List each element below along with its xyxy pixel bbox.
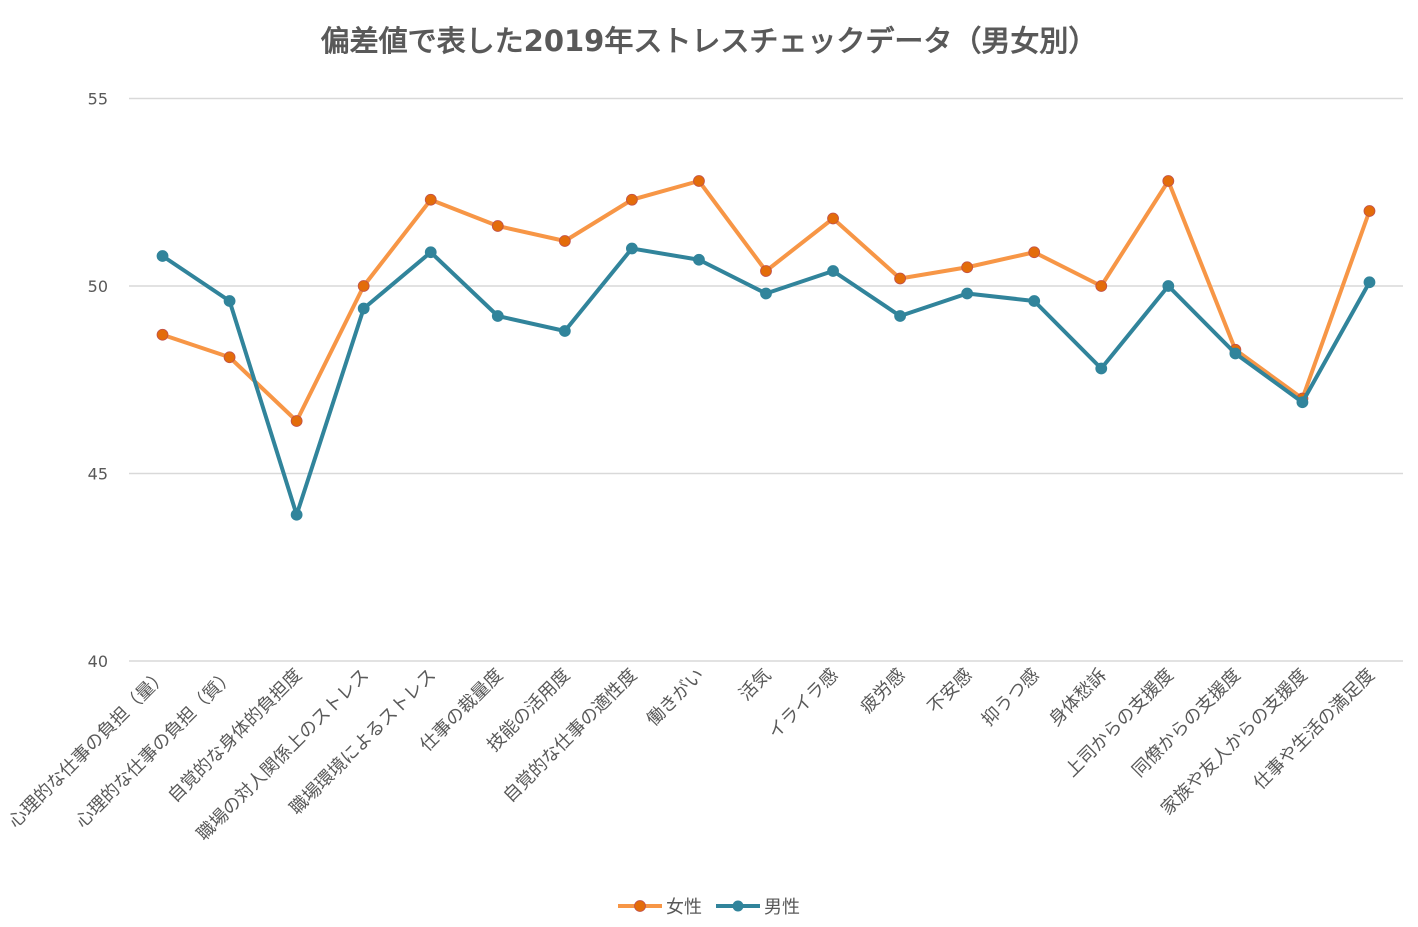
data-point[interactable]: [156, 250, 169, 262]
x-category-label: 活気: [735, 665, 775, 705]
data-point[interactable]: [223, 295, 236, 307]
data-point[interactable]: [491, 220, 504, 232]
legend-label-male: 男性: [764, 897, 800, 918]
data-point[interactable]: [223, 351, 236, 364]
y-tick-label: 55: [88, 90, 108, 109]
x-category-label: 抑うつ感: [978, 665, 1044, 731]
data-point[interactable]: [290, 415, 303, 427]
data-point[interactable]: [558, 235, 571, 247]
y-tick-label: 40: [88, 652, 108, 671]
legend: 女性 男性: [0, 893, 1418, 919]
data-point[interactable]: [1296, 396, 1309, 409]
x-category-label: 働きがい: [643, 665, 709, 731]
data-point[interactable]: [961, 287, 974, 300]
data-point[interactable]: [961, 261, 974, 274]
data-point[interactable]: [693, 175, 705, 187]
legend-item-female[interactable]: 女性: [618, 893, 702, 919]
data-point[interactable]: [156, 328, 169, 341]
x-category-label: 自覚的な仕事の適性度: [499, 665, 641, 807]
data-point[interactable]: [1162, 175, 1175, 187]
data-point[interactable]: [558, 325, 571, 337]
x-category-label: 自覚的な身体的負担度: [164, 665, 306, 807]
series-lines: [156, 175, 1376, 521]
data-point[interactable]: [424, 193, 437, 206]
data-point[interactable]: [1095, 362, 1108, 375]
y-axis-ticks: 40 45 50 55: [88, 90, 108, 672]
data-point[interactable]: [1363, 205, 1376, 217]
legend-marker-male: [716, 900, 760, 912]
data-point[interactable]: [1162, 280, 1175, 292]
x-category-label: 疲労感: [857, 665, 910, 718]
data-point[interactable]: [894, 272, 907, 285]
legend-item-male[interactable]: 男性: [716, 893, 800, 919]
series-female: [156, 175, 1376, 427]
data-point[interactable]: [1028, 246, 1041, 259]
data-point[interactable]: [357, 280, 370, 292]
series-male: [156, 242, 1376, 521]
data-point[interactable]: [827, 265, 839, 277]
series-line: [161, 179, 1372, 423]
data-point[interactable]: [693, 253, 705, 266]
x-axis-labels: 心理的な仕事の負担（量）心理的な仕事の負担（質）自覚的な身体的負担度職場の対人関…: [4, 665, 1379, 845]
data-point[interactable]: [625, 242, 638, 255]
x-category-label: 身体愁訴: [1045, 665, 1111, 731]
x-category-label: イライラ感: [764, 665, 842, 743]
y-tick-label: 45: [88, 465, 108, 484]
data-point[interactable]: [290, 508, 303, 521]
data-point[interactable]: [1229, 347, 1242, 360]
gridlines: [129, 97, 1403, 662]
data-point[interactable]: [894, 310, 907, 322]
x-category-label: 不安感: [924, 665, 977, 718]
data-point[interactable]: [827, 212, 839, 225]
data-point[interactable]: [1095, 280, 1108, 292]
data-point[interactable]: [760, 265, 772, 277]
x-category-label: 仕事や生活の満足度: [1250, 665, 1379, 794]
data-point[interactable]: [625, 193, 638, 206]
y-tick-label: 50: [88, 277, 108, 296]
data-point[interactable]: [357, 302, 370, 315]
data-point[interactable]: [760, 287, 772, 300]
data-point[interactable]: [1028, 295, 1041, 307]
data-point[interactable]: [424, 246, 437, 259]
legend-marker-female: [618, 900, 662, 912]
data-point[interactable]: [491, 310, 504, 322]
chart-title: 偏差値で表した2019年ストレスチェックデータ（男女別）: [320, 24, 1098, 58]
legend-label-female: 女性: [666, 897, 702, 918]
data-point[interactable]: [1363, 276, 1376, 289]
